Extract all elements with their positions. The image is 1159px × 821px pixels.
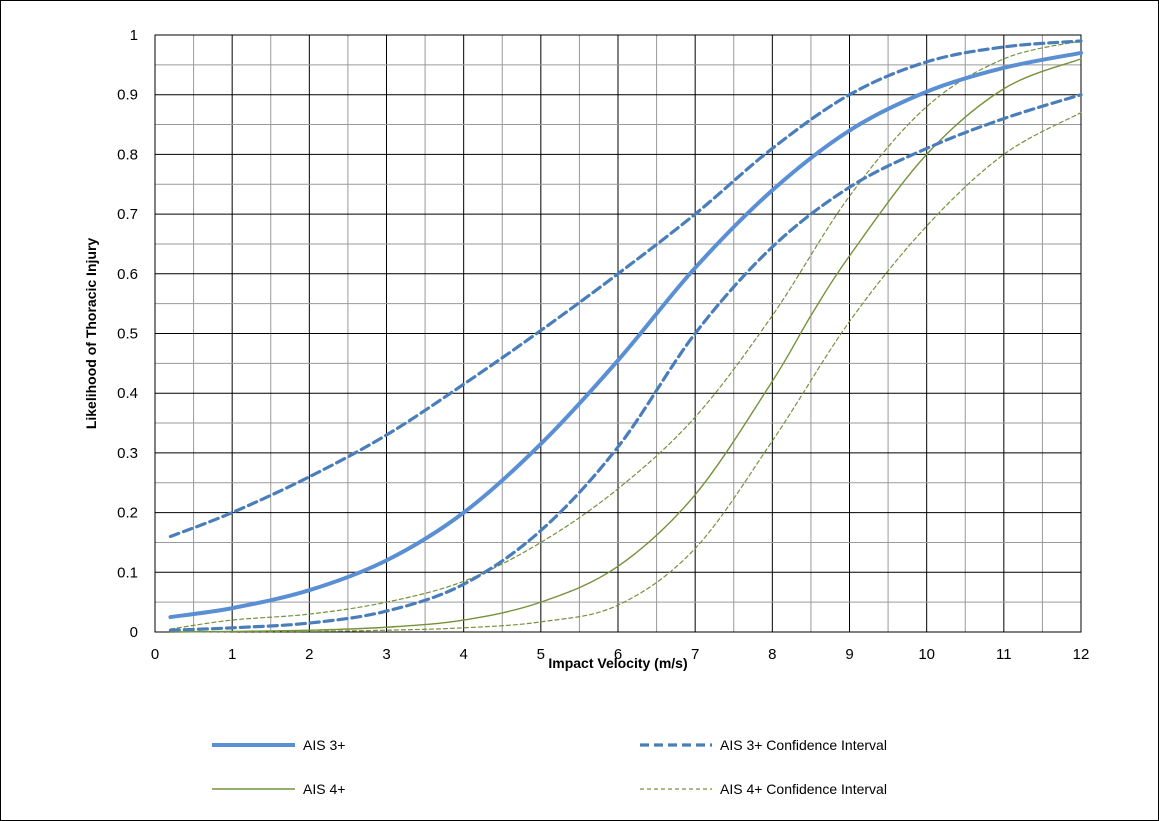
x-tick-label: 5 — [537, 646, 545, 663]
y-tick-label: 0.8 — [117, 146, 138, 163]
legend-label: AIS 3+ — [303, 737, 345, 753]
series-line-4 — [169, 40, 1082, 630]
y-tick-label: 0.4 — [117, 385, 138, 402]
legend-item: AIS 4+ Confidence Interval — [640, 781, 887, 797]
legend-item: AIS 4+ — [212, 781, 345, 797]
legend: AIS 3+ AIS 3+ Confidence Interval AIS 4+ AI… — [212, 737, 887, 797]
plot-border — [154, 34, 1082, 633]
x-tick-label: 12 — [1073, 646, 1090, 663]
series-line-3 — [169, 58, 1082, 633]
x-tick-label: 0 — [151, 646, 159, 663]
x-tick-label: 8 — [768, 646, 776, 663]
y-tick-label: 0.2 — [117, 505, 138, 522]
x-tick-label: 2 — [305, 646, 313, 663]
x-tick-label: 6 — [614, 646, 622, 663]
tick-labels: 0 1 2 3 4 5 6 7 8 9 10 11 1200.10.20.30.40.50.60.70.… — [117, 27, 1089, 663]
y-tick-label: 0.6 — [117, 266, 138, 283]
x-tick-label: 1 — [228, 646, 236, 663]
y-axis-title: Likelihood of Thoracic Injury — [83, 238, 99, 430]
series-line-1 — [168, 39, 1083, 539]
x-axis-title: Impact Velocity (m/s) — [548, 655, 687, 671]
y-tick-label: 0.9 — [117, 87, 138, 104]
series-line-0 — [168, 50, 1083, 620]
x-tick-label: 7 — [691, 646, 699, 663]
y-tick-label: 0.3 — [117, 445, 138, 462]
x-tick-label: 3 — [382, 646, 390, 663]
x-tick-label: 11 — [996, 646, 1012, 663]
y-tick-label: 1 — [130, 27, 138, 44]
y-tick-label: 0 — [130, 624, 138, 641]
y-tick-label: 0.1 — [117, 564, 138, 581]
legend-label: AIS 3+ Confidence Interval — [720, 737, 887, 753]
legend-label: AIS 4+ Confidence Interval — [720, 781, 887, 797]
x-tick-label: 4 — [459, 646, 467, 663]
grid — [154, 34, 1082, 633]
y-tick-label: 0.5 — [117, 326, 138, 343]
x-tick-label: 9 — [845, 646, 853, 663]
x-tick-label: 10 — [918, 646, 935, 663]
legend-label: AIS 4+ — [303, 781, 345, 797]
series-line-2 — [168, 93, 1083, 632]
series-lines — [168, 39, 1083, 633]
y-tick-label: 0.7 — [117, 206, 138, 223]
series-line-5 — [169, 112, 1082, 633]
legend-item: AIS 3+ Confidence Interval — [640, 737, 887, 753]
legend-item: AIS 3+ — [212, 737, 345, 753]
